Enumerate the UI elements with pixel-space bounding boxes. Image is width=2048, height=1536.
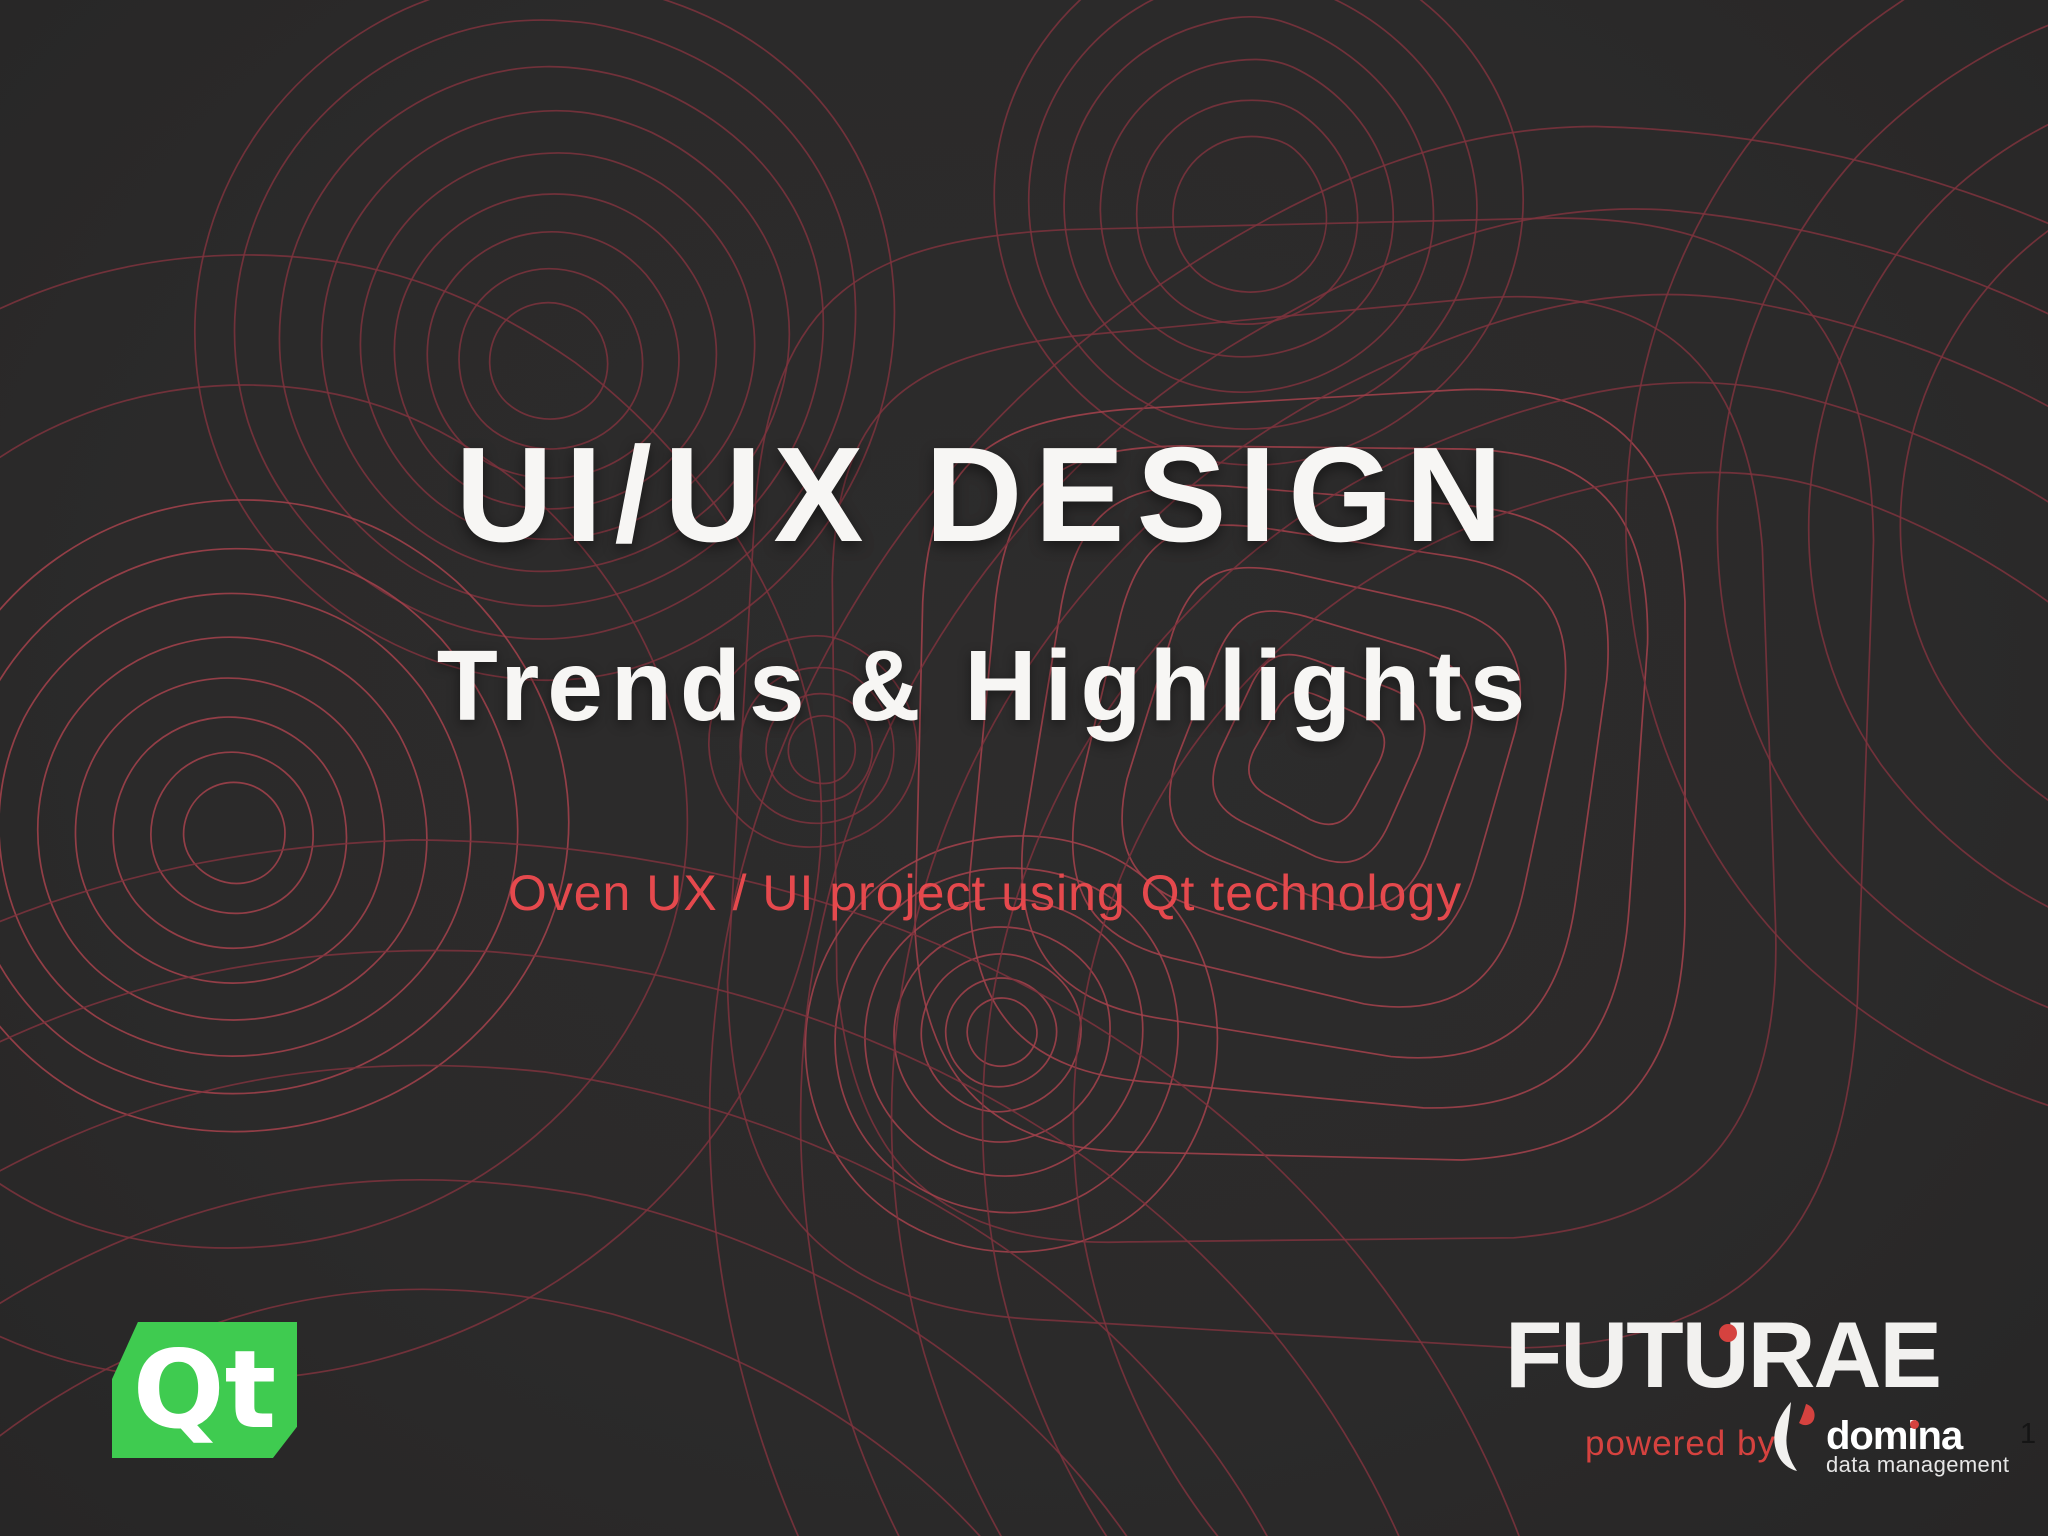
futurae-umlaut-dot-icon (1719, 1324, 1737, 1342)
page-title: UI/UX DESIGN (455, 419, 1515, 570)
futurae-logo: FUTURAE (1505, 1302, 1942, 1407)
domina-i-accent-icon (1910, 1420, 1919, 1429)
page-number: 1 (2020, 1418, 2037, 1450)
domina-logo-mark-icon (1774, 1402, 1815, 1471)
qt-logo-text: Qt (132, 1328, 277, 1453)
powered-by-label: powered by (1585, 1424, 1776, 1463)
domina-wordmark: domina (1826, 1414, 1963, 1458)
project-tagline: Oven UX / UI project using Qt technology (507, 865, 1463, 921)
qt-logo: Qt (112, 1322, 297, 1458)
domina-tagline: data management (1826, 1452, 2010, 1477)
page-subtitle: Trends & Highlights (436, 630, 1534, 742)
